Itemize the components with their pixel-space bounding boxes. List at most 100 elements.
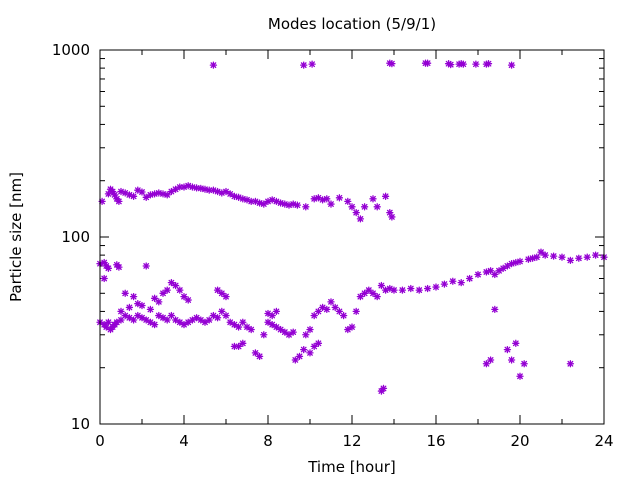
data-point (285, 201, 293, 209)
data-point (423, 284, 432, 293)
x-tick-label: 0 (95, 432, 105, 450)
axis-ticks: 0 4 8 12 16 20 24 10 100 1000 (52, 41, 614, 450)
data-point (352, 307, 360, 316)
data-point (302, 203, 310, 211)
x-tick-label: 20 (510, 432, 529, 450)
data-point (247, 325, 255, 334)
data-point (591, 251, 600, 259)
data-point (575, 254, 583, 262)
data-point (129, 192, 138, 200)
data-point (293, 201, 302, 209)
data-point (209, 311, 218, 320)
data-point (388, 213, 396, 221)
data-point (163, 286, 171, 294)
data-point (300, 345, 308, 354)
data-point (234, 342, 243, 351)
y-tick-label: 1000 (52, 41, 90, 59)
plot-frame (99, 49, 605, 425)
data-point (449, 277, 457, 285)
data-point (234, 323, 243, 331)
data-point (163, 316, 171, 324)
data-point (115, 197, 123, 206)
data-point (129, 316, 138, 324)
data-point (348, 323, 356, 331)
data-point (222, 292, 230, 301)
data-point (310, 195, 318, 203)
data-point (264, 318, 272, 326)
data-point (318, 196, 327, 204)
data-point (507, 356, 516, 364)
data-point (432, 283, 440, 291)
data-point (369, 289, 377, 297)
data-point (159, 314, 167, 322)
data-point (558, 253, 566, 261)
data-point (150, 320, 159, 329)
x-tick-label: 24 (594, 432, 613, 450)
data-point (335, 307, 344, 316)
data-point (503, 345, 512, 354)
data-point (352, 208, 360, 217)
y-tick-label: 100 (61, 228, 90, 246)
data-point (226, 318, 234, 326)
data-point (155, 298, 163, 306)
data-point (239, 195, 247, 203)
data-point (167, 278, 176, 287)
data-point (373, 203, 381, 211)
x-axis-label: Time [hour] (307, 458, 396, 476)
data-point (289, 200, 297, 208)
data-point (398, 286, 407, 294)
data-point (369, 195, 377, 203)
data-point (415, 286, 423, 294)
data-point (423, 59, 432, 67)
data-point (583, 253, 591, 261)
data-point (381, 192, 390, 200)
data-point (306, 349, 314, 357)
data-point (566, 256, 575, 265)
data-point (184, 296, 192, 304)
data-point (524, 255, 533, 263)
data-point (520, 360, 528, 368)
data-point (314, 339, 323, 347)
data-point (209, 61, 218, 69)
data-point (516, 372, 524, 380)
data-point (507, 260, 516, 268)
data-point (167, 311, 176, 320)
data-point (566, 360, 575, 368)
data-point (171, 281, 180, 290)
data-point (150, 190, 159, 198)
data-point (125, 314, 134, 322)
data-point (440, 280, 449, 288)
data-point (300, 61, 308, 69)
x-tick-label: 12 (342, 432, 361, 450)
data-point (281, 200, 289, 208)
data-point (356, 215, 365, 223)
data-point (230, 192, 239, 200)
data-point (289, 328, 297, 336)
x-tick-label: 8 (263, 432, 273, 450)
data-point (390, 286, 398, 294)
data-point (104, 264, 113, 272)
data-point (447, 60, 455, 69)
data-point (100, 274, 108, 283)
data-point (507, 61, 516, 69)
data-point (222, 311, 230, 320)
data-point (474, 270, 482, 279)
data-point (323, 195, 331, 203)
data-point (129, 292, 138, 301)
data-point (104, 318, 113, 326)
data-point (138, 301, 146, 310)
data-point (314, 307, 323, 316)
data-point (472, 60, 480, 68)
y-tick-label: 10 (71, 415, 90, 433)
data-point (115, 263, 123, 271)
data-point (121, 289, 129, 297)
data-point (339, 311, 348, 320)
data-point (255, 352, 264, 361)
data-point (541, 251, 549, 259)
data-point (213, 314, 222, 322)
data-point (125, 303, 134, 312)
data-point (213, 286, 222, 294)
data-point (239, 318, 247, 326)
data-point (302, 331, 310, 339)
